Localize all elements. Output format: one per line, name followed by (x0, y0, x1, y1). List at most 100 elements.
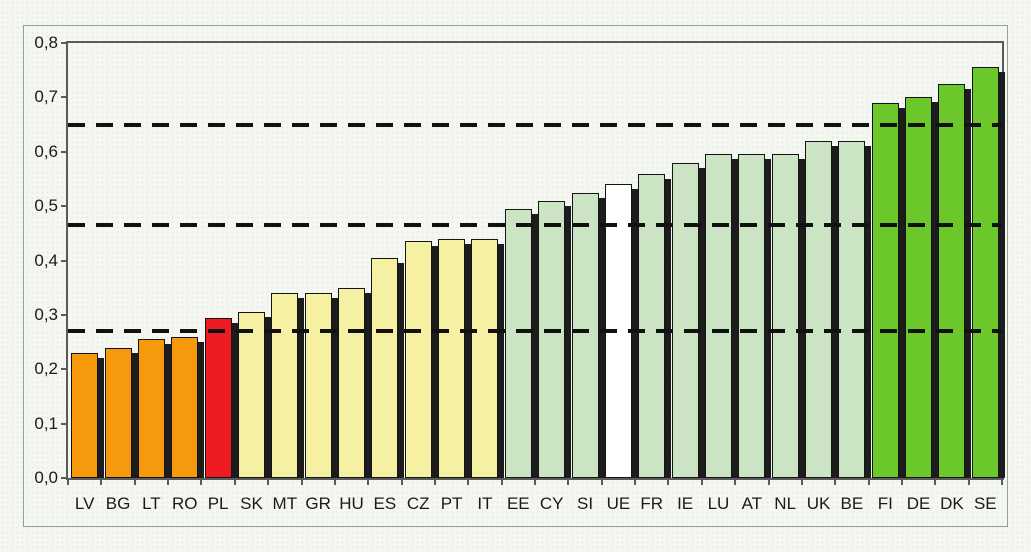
x-tick-label-es: ES (373, 494, 397, 513)
x-axis-tick (867, 478, 870, 485)
bar-se (971, 67, 999, 478)
y-tick-label-0,1: 0,1 (34, 413, 58, 433)
bar-lu (704, 154, 732, 478)
reference-line-0,65 (68, 122, 1002, 127)
x-tick-label-se: SE (973, 494, 997, 513)
x-axis-tick (367, 478, 370, 485)
bar-es (371, 257, 399, 478)
y-axis-tick (61, 477, 68, 479)
y-tick-label-0,7: 0,7 (34, 87, 58, 107)
x-axis-tick (67, 478, 69, 485)
y-axis-tick (61, 150, 68, 153)
y-tick-label-0,3: 0,3 (34, 304, 58, 324)
bar-gr (304, 293, 332, 478)
x-axis-tick (934, 478, 937, 485)
x-axis-tick (534, 478, 536, 485)
x-tick-label-si: SI (577, 494, 594, 513)
x-tick-label-be: BE (840, 494, 864, 513)
y-axis-tick (61, 205, 68, 208)
x-tick-label-gr: GR (305, 494, 331, 513)
y-axis-tick (61, 422, 68, 425)
y-axis-tick (61, 259, 68, 262)
x-tick-label-pt: PT (440, 494, 463, 513)
x-tick-label-uk: UK (806, 494, 831, 513)
x-axis-tick (834, 478, 837, 485)
x-tick-label-cz: CZ (406, 494, 430, 513)
x-tick-label-ro: RO (172, 494, 198, 513)
bar-be (838, 140, 866, 478)
x-axis-tick (467, 478, 470, 485)
reference-line-0,465 (68, 223, 1002, 228)
bar-nl (771, 154, 799, 478)
x-axis-tick (634, 478, 637, 485)
x-tick-label-fi: FI (877, 494, 893, 513)
x-axis-tick (734, 478, 737, 485)
x-tick-label-hu: HU (339, 494, 364, 513)
x-tick-label-lv: LV (74, 494, 95, 513)
bar-mt (271, 293, 299, 478)
y-tick-label-0,0: 0,0 (34, 468, 58, 487)
y-tick-label-0,4: 0,4 (34, 250, 58, 270)
x-axis-tick (900, 478, 903, 485)
plot-area (66, 41, 1005, 480)
bar-ee (504, 208, 532, 478)
y-tick-label-0,5: 0,5 (34, 196, 58, 216)
x-axis-tick (400, 478, 403, 485)
x-axis-tick (667, 478, 670, 485)
x-axis-tick (333, 478, 336, 485)
x-tick-label-cy: CY (539, 494, 564, 513)
y-axis-tick (61, 313, 68, 316)
x-tick-label-lu: LU (707, 494, 730, 513)
x-tick-label-ie: IE (677, 494, 694, 513)
bar-lt (137, 339, 165, 478)
x-axis-tick (267, 478, 270, 485)
x-tick-label-pl: PL (207, 494, 229, 513)
y-tick-label-0,6: 0,6 (34, 141, 58, 161)
bar-it (471, 238, 499, 478)
y-axis-tick (61, 368, 68, 371)
x-axis-tick (567, 478, 570, 485)
figure-border (23, 25, 1008, 527)
bar-pl (204, 317, 232, 478)
x-tick-label-ue: UE (606, 494, 631, 513)
x-axis-tick (300, 478, 303, 485)
bar-sk (237, 312, 265, 478)
x-axis-tick (967, 478, 970, 485)
x-tick-label-it: IT (477, 494, 493, 513)
x-tick-label-at: AT (741, 494, 763, 513)
x-tick-label-lt: LT (142, 494, 161, 513)
x-tick-label-de: DE (906, 494, 931, 513)
bar-ro (171, 336, 199, 478)
bar-lv (71, 352, 99, 478)
x-axis-tick (800, 478, 803, 485)
x-axis-tick (500, 478, 503, 485)
x-tick-label-sk: SK (240, 494, 263, 513)
x-axis-tick (100, 478, 103, 485)
x-axis-tick (433, 478, 436, 485)
bar-ie (671, 162, 699, 478)
x-axis-tick (600, 478, 603, 485)
x-tick-label-nl: NL (774, 494, 797, 513)
x-tick-label-ee: EE (506, 494, 530, 513)
x-axis-tick (767, 478, 770, 485)
bar-cy (538, 200, 566, 478)
x-tick-label-dk: DK (940, 494, 964, 513)
x-tick-label-mt: MT (272, 494, 298, 513)
bar-fi (871, 102, 899, 478)
bar-pt (438, 238, 466, 478)
x-axis-tick (700, 478, 703, 485)
y-axis-tick (61, 96, 68, 99)
y-axis-tick (61, 42, 68, 44)
bar-si (571, 192, 599, 478)
bar-de (905, 97, 933, 478)
bar-cz (404, 241, 432, 478)
x-axis-tick (1001, 478, 1003, 485)
x-axis-tick (167, 478, 170, 485)
bar-dk (938, 83, 966, 478)
bar-uk (805, 140, 833, 478)
y-tick-label-0,8: 0,8 (34, 33, 58, 52)
x-axis-tick (133, 478, 136, 485)
bar-at (738, 154, 766, 478)
y-tick-label-0,2: 0,2 (34, 359, 58, 379)
